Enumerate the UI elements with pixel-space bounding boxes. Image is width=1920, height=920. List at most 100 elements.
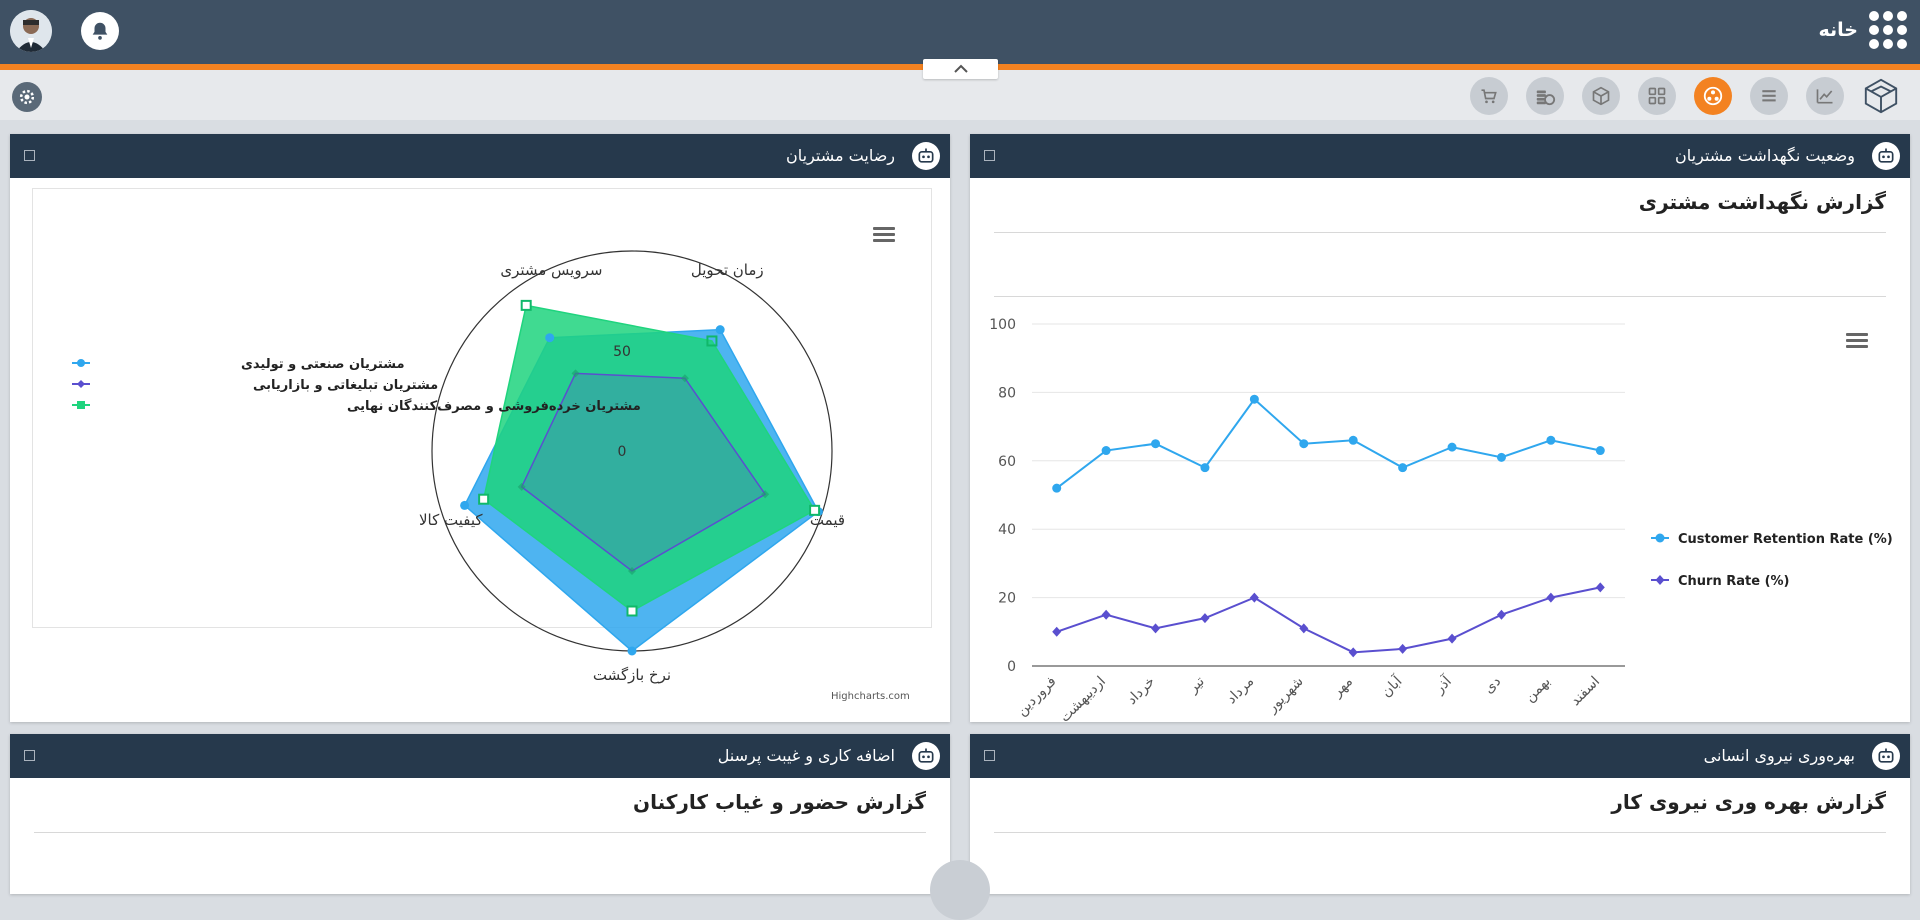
package-module-button[interactable] [1582,77,1620,115]
attendance-panel: اضافه کاری و غیبت پرسنل گزارش حضور و غیا… [10,734,950,894]
data-point [545,333,555,343]
chart-menu-button[interactable] [873,227,895,245]
panel-header: وضعیت نگهداشت مشتریان [970,134,1910,178]
panel-checkbox[interactable] [984,750,995,761]
panel-title: اضافه کاری و غیبت پرسنل [717,746,895,765]
data-point [1398,463,1408,473]
crm-module-button[interactable] [1694,77,1732,115]
list-icon [1762,90,1776,102]
data-point [627,646,637,656]
analytics-icon [1816,89,1833,104]
legend-symbol [77,380,85,388]
chart-credits[interactable]: Highcharts.com [831,691,910,702]
apps-grid-icon [1869,11,1907,49]
legend-label: Customer Retention Rate (%) [1678,532,1893,547]
axis-label: کیفیت کالا [419,511,483,529]
report-title: گزارش بهره وری نیروی کار [1611,790,1886,814]
panel-checkbox[interactable] [24,150,35,161]
x-tick-label: فروردین [1014,674,1060,720]
legend-symbol [1655,575,1665,585]
settings-button[interactable] [12,82,42,112]
x-tick-label: اسفند [1568,674,1604,710]
chevron-up-icon [953,64,968,73]
x-tick-label: مرداد [1224,674,1258,708]
data-point [1398,643,1408,654]
robot-icon [1878,148,1894,163]
data-point [680,374,689,383]
data-point [809,504,821,516]
x-tick-label: مهر [1329,674,1356,701]
data-point [1052,626,1062,637]
divider [994,232,1886,233]
robot-icon [918,748,934,763]
collapse-header-button[interactable] [923,59,998,79]
analytics-module-button[interactable] [1806,77,1844,115]
series-area [520,372,767,572]
report-title: گزارش نگهداشت مشتری [1638,190,1886,214]
cart-module-button[interactable] [1470,77,1508,115]
user-avatar[interactable] [10,10,52,52]
panel-checkbox[interactable] [24,750,35,761]
data-point [478,493,490,505]
data-point [1151,439,1161,449]
divider [994,296,1886,297]
y-tick-label: 20 [998,591,1016,607]
panel-header: رضایت مشتریان [10,134,950,178]
axis-label: زمان تحویل [691,261,764,279]
top-header: خانه [0,0,1920,64]
notifications-button[interactable] [81,12,119,50]
data-point [1447,633,1457,644]
data-point [1496,452,1506,462]
data-point [1052,483,1062,493]
divider [994,832,1886,833]
retention-panel: وضعیت نگهداشت مشتریان گزارش نگهداشت مشتر… [970,134,1910,722]
legend-symbol [77,401,85,409]
divider [34,832,926,833]
axis-label: قیمت [810,511,845,529]
data-point [626,605,638,617]
scroll-handle[interactable] [930,860,990,920]
panel-header: اضافه کاری و غیبت پرسنل [10,734,950,778]
panel-bot-button[interactable] [1872,142,1900,170]
panel-bot-button[interactable] [1872,742,1900,770]
data-point [1200,463,1210,473]
data-point [1348,435,1358,445]
x-tick-label: آبان [1378,672,1407,701]
company-logo[interactable] [1862,77,1900,115]
panel-title: رضایت مشتریان [785,146,895,165]
radar-card: Highcharts.com [32,188,932,702]
panel-title: بهره‌وری نیروی انسانی [1703,746,1855,765]
legend-symbol [77,359,85,367]
data-point [1101,609,1111,620]
legend-symbol [1655,533,1665,543]
list-module-button[interactable] [1750,77,1788,115]
data-point [1447,442,1457,452]
x-tick-label: دی [1481,674,1504,697]
data-point [1151,623,1161,634]
panel-bot-button[interactable] [912,742,940,770]
data-point [715,325,725,335]
chart-menu-button[interactable] [1846,333,1868,351]
x-tick-label: خرداد [1124,674,1158,708]
dashboard-module-button[interactable] [1638,77,1676,115]
brand[interactable]: خانه [1819,10,1908,50]
y-tick-label: 80 [998,385,1016,401]
data-point [1546,592,1556,603]
panel-checkbox[interactable] [984,150,995,161]
app-title: خانه [1818,19,1858,41]
users-network-icon [1703,86,1723,106]
data-point [628,567,636,575]
y-tick-label: 100 [989,317,1016,333]
coins-module-button[interactable] [1526,77,1564,115]
data-point [1249,394,1259,404]
report-title: گزارش حضور و غیاب کارکنان [633,790,926,814]
series-line [1056,586,1601,654]
data-point [761,490,770,499]
bell-icon [92,22,108,40]
data-point [1299,623,1309,634]
panel-title: وضعیت نگهداشت مشتریان [1675,146,1855,165]
x-tick-label: بهمن [1522,674,1554,706]
panel-bot-button[interactable] [912,142,940,170]
y-tick-label: 0 [1007,659,1016,675]
